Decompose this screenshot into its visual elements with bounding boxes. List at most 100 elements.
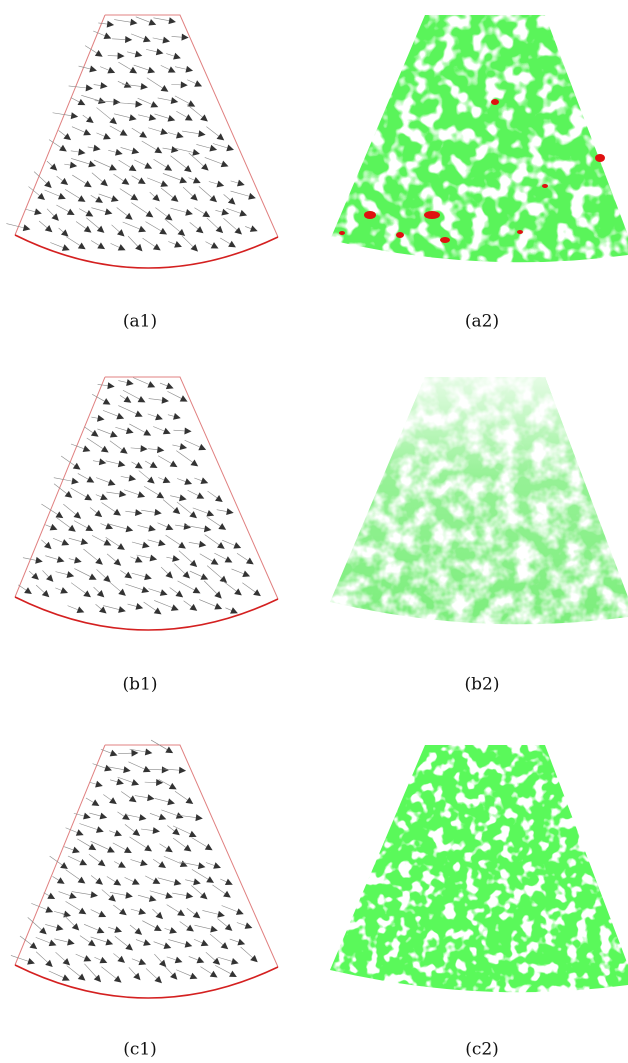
vector-tail: [214, 553, 226, 559]
vector-tail: [158, 878, 175, 882]
vector-tail: [145, 461, 151, 465]
vector-arrow: [218, 523, 226, 530]
vector-tail: [200, 554, 213, 561]
vector-tail: [121, 476, 129, 478]
vector-tail: [71, 151, 79, 152]
vector-arrow: [67, 209, 75, 215]
vector-arrow: [126, 525, 134, 532]
vector-field: [6, 15, 278, 268]
vector-tail: [165, 967, 173, 975]
vector-tail: [93, 764, 106, 768]
vector-tail: [114, 20, 130, 23]
vector-tail: [148, 589, 160, 593]
vector-tail: [112, 39, 125, 40]
vector-arrow: [96, 826, 104, 833]
vector-tail: [106, 492, 119, 494]
vector-tail: [166, 557, 172, 558]
vector-arrow: [114, 976, 122, 983]
vector-arrow: [83, 813, 91, 820]
vector-tail: [184, 601, 192, 607]
vector-arrow: [111, 195, 119, 202]
vector-arrow: [150, 462, 158, 469]
vector-tail: [31, 903, 46, 909]
vector-tail: [185, 440, 200, 447]
vector-tail: [176, 970, 191, 976]
vector-arrow: [60, 862, 68, 869]
vector-tail: [194, 208, 204, 214]
vector-arrow: [217, 133, 225, 140]
vector-arrow: [202, 211, 210, 218]
vector-arrow: [189, 511, 197, 518]
vector-tail: [150, 813, 160, 817]
vector-tail: [207, 218, 218, 228]
vector-tail: [154, 954, 161, 962]
vector-arrow: [190, 459, 198, 466]
vector-arrow: [118, 861, 126, 867]
vector-arrow: [95, 50, 103, 57]
texture-fill: [330, 15, 628, 262]
vector-field: [11, 740, 278, 998]
vector-arrow: [73, 463, 81, 470]
vector-arrow: [107, 21, 114, 28]
vector-arrow: [209, 145, 217, 152]
vector-arrow: [226, 508, 234, 515]
vector-arrow: [92, 799, 100, 806]
vector-arrow: [67, 939, 75, 946]
vector-tail: [158, 456, 171, 464]
vector-tail: [237, 922, 246, 925]
vector-tail: [74, 813, 84, 816]
vector-tail: [149, 399, 162, 401]
vector-tail: [142, 921, 155, 928]
vector-tail: [114, 862, 119, 865]
vector-tail: [94, 957, 101, 960]
sector-outline: [15, 15, 278, 237]
vector-arrow: [90, 891, 97, 898]
vector-tail: [210, 934, 223, 945]
vector-arrow: [160, 589, 168, 596]
vector-tail: [225, 608, 231, 611]
vector-tail: [120, 189, 132, 197]
vector-tail: [92, 535, 105, 542]
vector-arrow: [158, 540, 166, 547]
vector-arrow: [129, 795, 137, 802]
vector-tail: [167, 826, 174, 831]
vector-tail: [172, 445, 180, 447]
vector-tail: [118, 381, 127, 383]
vector-tail: [112, 225, 120, 232]
vector-tail: [120, 395, 125, 399]
vector-tail: [167, 957, 176, 960]
vector-arrow: [122, 178, 130, 185]
vector-tail: [100, 67, 109, 71]
vector-tail: [59, 228, 64, 232]
vector-arrow: [116, 778, 124, 785]
vector-tail: [134, 65, 149, 70]
vector-arrow: [91, 430, 99, 437]
vector-arrow: [148, 525, 156, 532]
vector-arrow: [143, 429, 151, 435]
vector-tail: [97, 108, 112, 120]
vector-tail: [120, 570, 126, 574]
vector-arrow: [239, 210, 247, 217]
vector-arrow: [84, 181, 92, 188]
vector-tail: [182, 131, 199, 134]
vector-tail: [108, 927, 115, 929]
vector-arrow: [216, 181, 224, 188]
vector-tail: [155, 208, 167, 217]
vector-arrow: [129, 114, 137, 121]
vector-tail: [132, 573, 145, 577]
texture-image: [330, 745, 628, 992]
vector-arrow: [99, 458, 107, 465]
vector-tail: [245, 226, 251, 228]
vector-arrow: [138, 908, 146, 915]
texture-image: [330, 15, 628, 262]
vector-tail: [146, 222, 162, 231]
vector-tail: [188, 490, 198, 495]
vector-arrow: [85, 210, 93, 216]
vector-arrow: [158, 861, 166, 868]
vector-tail: [52, 876, 58, 880]
vector-tail: [179, 551, 192, 563]
vector-tail: [191, 885, 202, 894]
vector-arrow: [154, 147, 162, 154]
vector-arrow: [206, 876, 214, 883]
vector-arrow: [150, 555, 158, 562]
